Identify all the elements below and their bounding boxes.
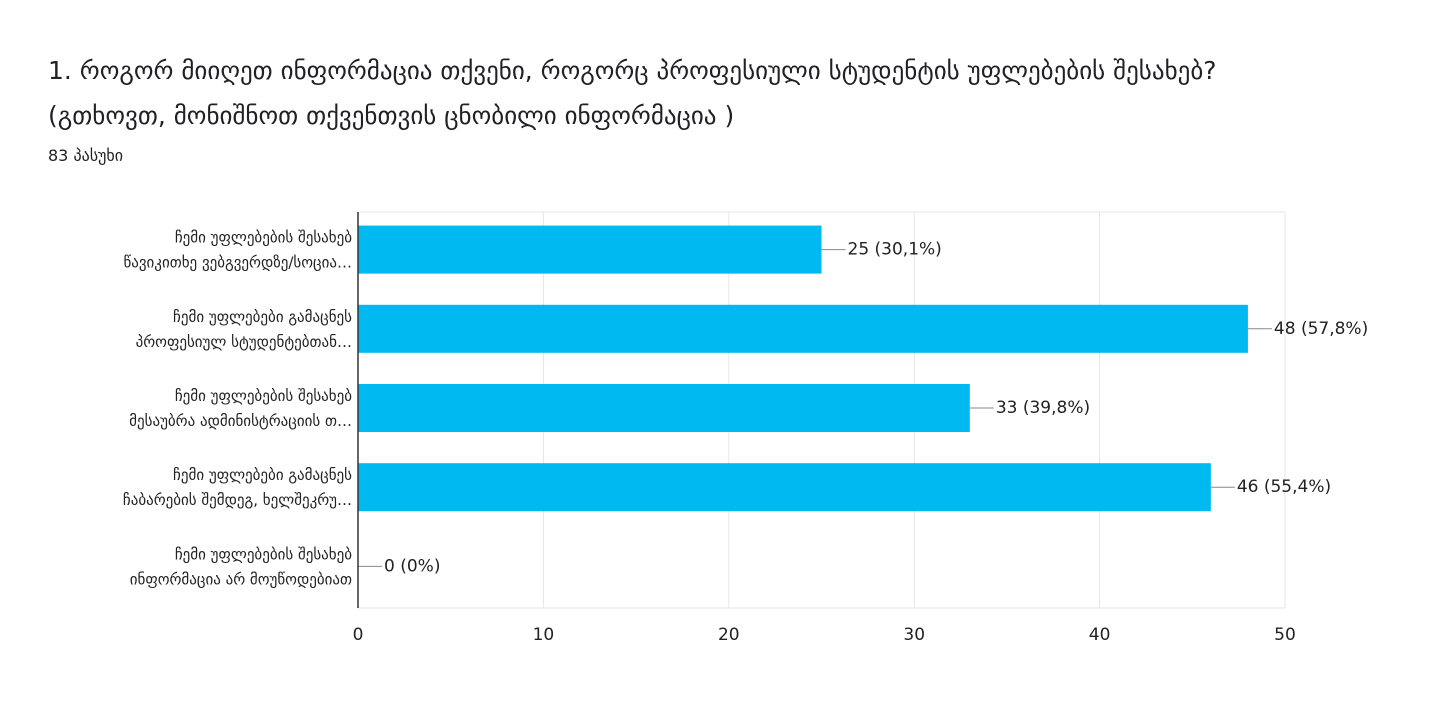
response-count: 83 პასუხი bbox=[48, 146, 124, 165]
y-tick-label: ჩემი უფლებების შესახებ ინფორმაცია არ მოუწ… bbox=[130, 545, 353, 588]
value-label: 33 (39,8%) bbox=[996, 398, 1090, 418]
y-tick-label: ჩემი უფლებების შესახებ წავიკითხე ვებგვერდ… bbox=[123, 228, 352, 271]
y-tick-label-line: ჩაბარების შემდეგ, ხელშეკრუ… bbox=[123, 491, 352, 509]
x-tick-label: 10 bbox=[533, 625, 555, 645]
bar bbox=[358, 384, 970, 432]
y-tick-label-line: ჩემი უფლებების შესახებ bbox=[175, 545, 352, 563]
x-tick-label: 0 bbox=[353, 625, 364, 645]
value-label: 25 (30,1%) bbox=[848, 240, 942, 260]
bar bbox=[358, 463, 1211, 512]
bar bbox=[358, 304, 1248, 353]
value-label: 0 (0%) bbox=[384, 556, 440, 576]
y-tick-label-line: ინფორმაცია არ მოუწოდებიათ bbox=[130, 570, 352, 588]
y-tick-label-line: ჩემი უფლებები გამაცნეს bbox=[173, 307, 352, 325]
y-tick-label-line: ჩემი უფლებების შესახებ bbox=[175, 228, 352, 246]
x-tick-label: 50 bbox=[1274, 625, 1296, 645]
y-tick-label-line: წავიკითხე ვებგვერდზე/სოცია… bbox=[123, 253, 352, 271]
y-tick-label-line: მესაუბრა ადმინისტრაციის თ… bbox=[129, 412, 352, 430]
value-label: 46 (55,4%) bbox=[1237, 477, 1331, 497]
chart-title: 1. როგორ მიიღეთ ინფორმაცია თქვენი, როგორ… bbox=[48, 56, 1217, 130]
y-tick-label-line: ჩემი უფლებები გამაცნეს bbox=[173, 466, 352, 484]
y-tick-label: ჩემი უფლებების შესახებ მესაუბრა ადმინისტრ… bbox=[129, 387, 352, 430]
value-label: 48 (57,8%) bbox=[1274, 319, 1368, 339]
x-tick-label: 20 bbox=[718, 625, 740, 645]
y-tick-label-line: პროფესიულ სტუდენტებთან… bbox=[136, 332, 352, 350]
y-tick-label: ჩემი უფლებები გამაცნეს პროფესიულ სტუდენტე… bbox=[136, 307, 353, 350]
y-tick-label: ჩემი უფლებები გამაცნეს ჩაბარების შემდეგ, … bbox=[123, 466, 352, 509]
bar bbox=[358, 225, 822, 274]
y-tick-label-line: ჩემი უფლებების შესახებ bbox=[175, 387, 352, 405]
x-tick-label: 30 bbox=[903, 625, 925, 645]
x-tick-label: 40 bbox=[1089, 625, 1111, 645]
